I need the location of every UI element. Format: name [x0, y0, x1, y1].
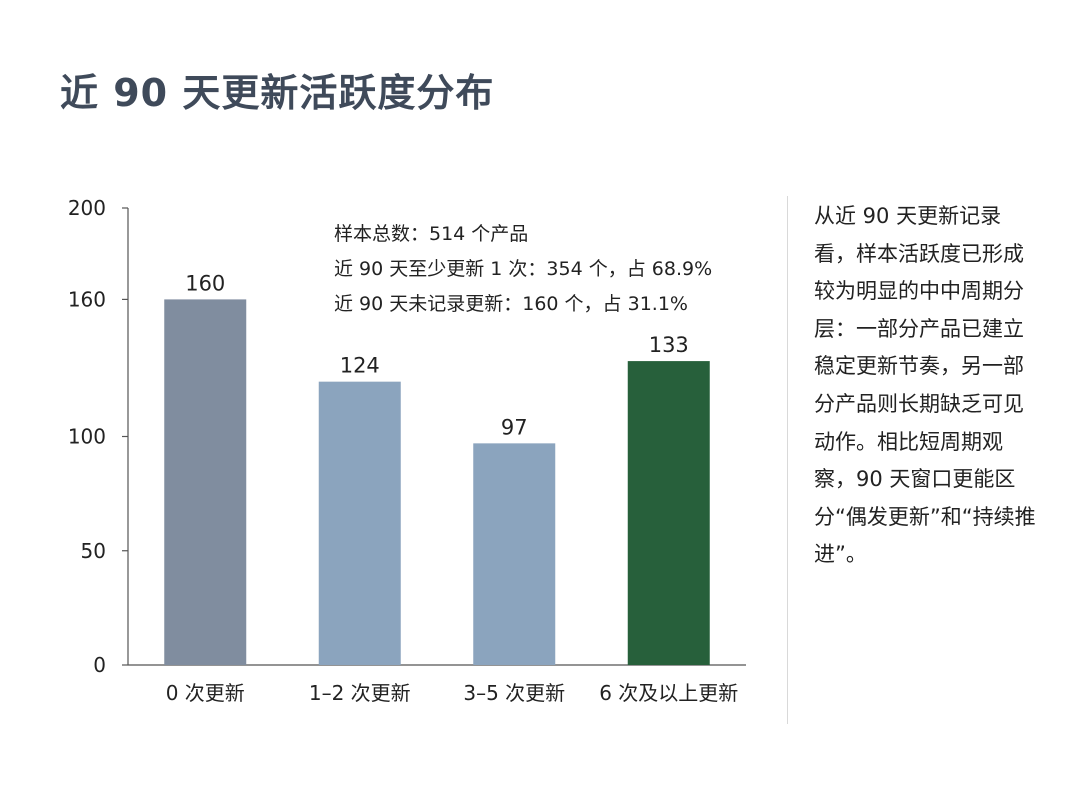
x-category-label: 6 次及以上更新 — [599, 681, 738, 705]
y-tick-label: 0 — [93, 653, 106, 677]
bar-value-label: 97 — [501, 415, 528, 439]
y-tick-label: 200 — [68, 196, 106, 220]
chart-bars — [164, 299, 710, 665]
y-tick-label: 100 — [68, 425, 106, 449]
bar-value-label: 133 — [649, 333, 689, 357]
x-category-label: 0 次更新 — [166, 681, 245, 705]
bar — [473, 443, 556, 665]
summary-line-not-updated: 近 90 天未记录更新：160 个，占 31.1% — [334, 293, 688, 315]
bar-value-label: 124 — [340, 354, 380, 378]
y-tick-label: 160 — [68, 287, 106, 311]
bar — [164, 299, 247, 665]
side-commentary: 从近 90 天更新记录看，样本活跃度已形成较为明显的中中周期分层：一部分产品已建… — [814, 204, 1036, 567]
bar-value-label: 160 — [185, 271, 225, 295]
chart-axes: 0 50 100 160 200 — [68, 196, 746, 677]
x-category-label: 3–5 次更新 — [463, 681, 565, 705]
bar — [318, 381, 401, 665]
side-divider — [787, 196, 788, 724]
summary-line-updated: 近 90 天至少更新 1 次：354 个，占 68.9% — [334, 258, 712, 280]
y-tick-label: 50 — [81, 539, 106, 563]
bar — [627, 361, 710, 665]
chart-summary-notes: 样本总数：514 个产品 近 90 天至少更新 1 次：354 个，占 68.9… — [334, 223, 712, 315]
chart-labels: 160 0 次更新 124 1–2 次更新 97 3–5 次更新 133 6 次及以上更新 — [166, 271, 739, 705]
x-category-label: 1–2 次更新 — [309, 681, 411, 705]
summary-line-total: 样本总数：514 个产品 — [334, 223, 528, 245]
page-title: 近 90 天更新活跃度分布 — [60, 71, 495, 115]
